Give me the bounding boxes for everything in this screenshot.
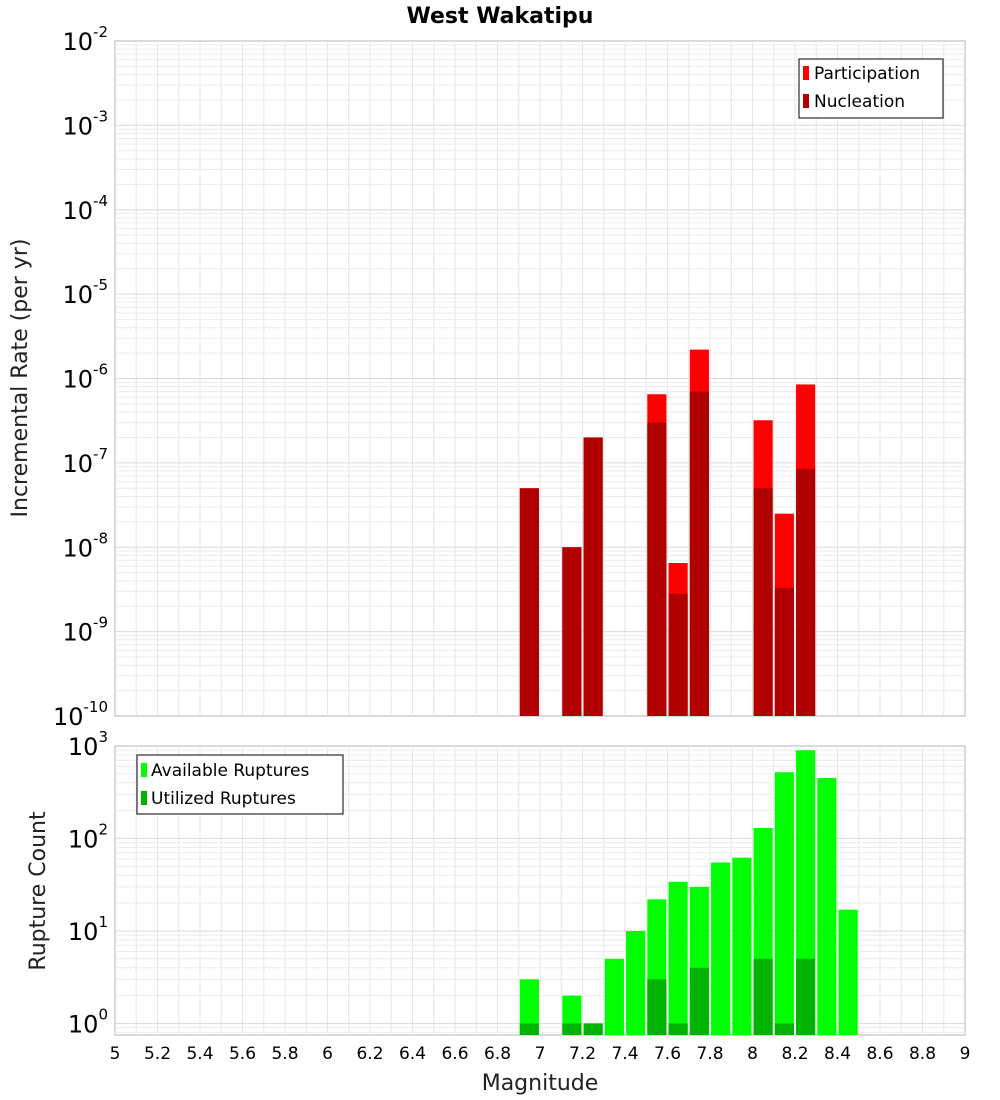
x-tick-label: 6 — [322, 1044, 333, 1064]
top-bar-b-8 — [796, 468, 816, 716]
x-tick-label: 6.8 — [484, 1044, 511, 1064]
chart-title: West Wakatipu — [407, 4, 594, 29]
bottom-bar-a-11 — [774, 772, 794, 1035]
x-tick-label: 7.2 — [569, 1044, 596, 1064]
legend-label-participation: Participation — [814, 64, 920, 84]
bottom-y-axis-title: Rupture Count — [26, 811, 51, 971]
x-tick-label: 6.4 — [399, 1044, 426, 1064]
bottom-bar-b-1 — [562, 1023, 582, 1035]
top-y-tick-label: 10-5 — [62, 276, 108, 309]
bottom-y-tick-label: 103 — [68, 728, 108, 761]
bottom-bars — [519, 750, 858, 1035]
x-ticks: 5 5.2 5.4 5.6 5.8 6 6.2 6.4 6.6 6.8 7 7.2 7.4 7.6 7.8 8… — [110, 1044, 971, 1064]
top-y-tick-label: 10-8 — [62, 529, 108, 562]
legend-label-available-ruptures: Available Ruptures — [151, 761, 309, 781]
top-y-tick-label: 10-7 — [62, 445, 108, 478]
top-y-ticks: 10-10 10-9 10-8 10-7 10-6 10-5 10-4 10-3 10-2 — [53, 23, 108, 731]
legend-label-utilized-ruptures: Utilized Ruptures — [151, 789, 296, 809]
bottom-y-tick-label: 101 — [68, 913, 108, 946]
x-tick-label: 5 — [110, 1044, 121, 1064]
rupture-count-panel: 100 101 102 103 5 5.2 5.4 5.6 5.8 6 6.2 6.4 6.6 6.8 7… — [26, 728, 970, 1096]
top-y-tick-label: 10-10 — [53, 698, 108, 731]
x-axis-title: Magnitude — [482, 1071, 599, 1096]
top-y-tick-label: 10-9 — [62, 614, 108, 647]
bottom-bar-b-12 — [796, 958, 816, 1035]
top-y-tick-label: 10-6 — [62, 361, 108, 394]
x-tick-label: 5.6 — [229, 1044, 256, 1064]
top-legend: Participation Nucleation — [798, 58, 944, 119]
x-tick-label: 6.2 — [356, 1044, 383, 1064]
bottom-bar-b-10 — [753, 958, 773, 1035]
x-tick-label: 5.8 — [271, 1044, 298, 1064]
top-bar-b-0 — [519, 488, 539, 716]
bottom-bar-b-6 — [668, 1023, 688, 1035]
x-tick-label: 7.8 — [696, 1044, 723, 1064]
x-tick-label: 5.4 — [186, 1044, 213, 1064]
bottom-bar-a-4 — [626, 930, 646, 1035]
bottom-bar-a-8 — [711, 862, 731, 1035]
top-bar-b-2 — [583, 437, 603, 716]
bottom-bar-a-6 — [668, 881, 688, 1035]
x-tick-label: 7.6 — [654, 1044, 681, 1064]
top-bar-b-5 — [689, 391, 709, 716]
bottom-y-tick-label: 100 — [68, 1005, 108, 1038]
legend-swatch-nucleation — [803, 94, 809, 108]
top-y-tick-label: 10-2 — [62, 23, 108, 56]
bottom-bar-a-3 — [604, 958, 624, 1035]
x-tick-label: 8.2 — [781, 1044, 808, 1064]
bottom-bar-b-7 — [689, 967, 709, 1035]
bottom-bar-b-5 — [647, 979, 667, 1035]
top-legend-box — [798, 58, 944, 119]
bottom-bar-a-14 — [838, 909, 858, 1035]
legend-swatch-available-ruptures — [141, 763, 147, 777]
top-bar-b-4 — [668, 593, 688, 716]
top-y-axis-title: Incremental Rate (per yr) — [8, 239, 33, 518]
bottom-legend: Available Ruptures Utilized Ruptures — [136, 754, 344, 815]
top-bar-b-1 — [562, 547, 582, 716]
x-tick-label: 8.4 — [824, 1044, 851, 1064]
top-bar-b-7 — [774, 587, 794, 716]
x-tick-label: 7.4 — [611, 1044, 638, 1064]
top-bars — [519, 349, 816, 716]
top-grid — [115, 41, 965, 716]
x-tick-label: 8.6 — [866, 1044, 893, 1064]
top-bar-b-6 — [753, 488, 773, 716]
legend-swatch-participation — [803, 66, 809, 80]
bottom-bar-a-13 — [817, 778, 837, 1035]
legend-swatch-utilized-ruptures — [141, 791, 147, 805]
bottom-legend-box — [136, 754, 344, 815]
x-tick-label: 6.6 — [441, 1044, 468, 1064]
x-tick-label: 7 — [535, 1044, 546, 1064]
incremental-rate-panel: 10-10 10-9 10-8 10-7 10-6 10-5 10-4 10-3 10-2 In… — [8, 23, 966, 731]
x-tick-label: 5.2 — [144, 1044, 171, 1064]
top-bar-b-3 — [647, 422, 667, 716]
top-y-tick-label: 10-3 — [62, 107, 108, 140]
bottom-bar-a-9 — [732, 857, 752, 1035]
legend-label-nucleation: Nucleation — [814, 92, 905, 112]
x-tick-label: 8 — [747, 1044, 758, 1064]
x-tick-label: 9 — [960, 1044, 971, 1064]
bottom-bar-a-0 — [519, 979, 539, 1035]
bottom-y-ticks: 100 101 102 103 — [68, 728, 108, 1038]
x-tick-label: 8.8 — [909, 1044, 936, 1064]
bottom-bar-b-0 — [519, 1023, 539, 1035]
bottom-bar-b-2 — [583, 1023, 603, 1035]
bottom-bar-b-11 — [774, 1023, 794, 1035]
bottom-y-tick-label: 102 — [68, 820, 108, 853]
top-y-tick-label: 10-4 — [62, 192, 108, 225]
